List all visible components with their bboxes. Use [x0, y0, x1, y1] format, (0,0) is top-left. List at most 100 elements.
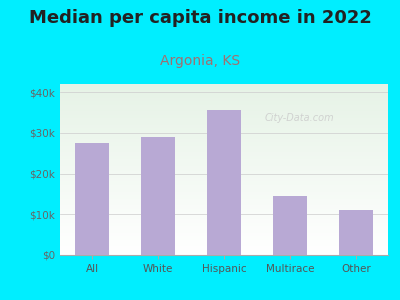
Bar — [60, 231, 388, 233]
Bar — [60, 120, 388, 122]
Bar — [60, 125, 388, 127]
Bar — [60, 166, 388, 168]
Bar — [207, 110, 241, 255]
Bar — [60, 187, 388, 188]
Bar — [60, 98, 388, 99]
Bar — [60, 146, 388, 147]
Bar — [60, 212, 388, 214]
Bar — [60, 224, 388, 226]
Bar — [60, 214, 388, 216]
Bar — [60, 245, 388, 246]
Bar — [60, 241, 388, 243]
Bar — [60, 84, 388, 86]
Bar — [60, 233, 388, 235]
Bar — [60, 195, 388, 197]
Bar — [60, 159, 388, 161]
Bar — [60, 221, 388, 223]
Bar — [60, 211, 388, 212]
Bar — [60, 142, 388, 144]
Bar — [60, 134, 388, 135]
Bar — [60, 253, 388, 255]
Bar — [60, 99, 388, 101]
Bar — [60, 122, 388, 123]
Bar — [60, 185, 388, 187]
Bar — [141, 137, 175, 255]
Bar — [60, 106, 388, 108]
Bar — [60, 163, 388, 164]
Bar — [60, 140, 388, 142]
Bar — [60, 94, 388, 96]
Bar — [60, 128, 388, 130]
Bar — [60, 252, 388, 253]
Bar — [60, 250, 388, 252]
Bar — [60, 188, 388, 190]
Bar — [60, 135, 388, 137]
Bar — [60, 101, 388, 103]
Bar — [60, 236, 388, 238]
Bar — [60, 194, 388, 195]
Bar — [60, 246, 388, 248]
Bar — [60, 183, 388, 185]
Bar — [60, 169, 388, 171]
Bar — [60, 176, 388, 178]
Bar — [60, 218, 388, 219]
Bar — [60, 147, 388, 149]
Bar — [60, 115, 388, 116]
Bar — [60, 152, 388, 154]
Bar — [60, 164, 388, 166]
Bar — [60, 192, 388, 194]
Bar — [60, 226, 388, 228]
Bar — [60, 216, 388, 218]
Bar — [60, 240, 388, 241]
Bar — [60, 96, 388, 98]
Bar — [60, 103, 388, 104]
Bar — [60, 158, 388, 159]
Bar — [60, 91, 388, 92]
Bar — [60, 108, 388, 110]
Bar — [60, 180, 388, 182]
Bar — [60, 178, 388, 180]
Bar — [60, 104, 388, 106]
Bar — [60, 116, 388, 118]
Bar — [60, 197, 388, 199]
Bar — [60, 111, 388, 113]
Bar — [60, 238, 388, 240]
Bar — [273, 196, 307, 255]
Bar — [60, 248, 388, 250]
Bar — [60, 200, 388, 202]
Bar — [60, 92, 388, 94]
Bar — [60, 235, 388, 236]
Bar — [60, 207, 388, 209]
Bar — [60, 86, 388, 87]
Bar — [60, 144, 388, 146]
Bar — [60, 209, 388, 211]
Bar — [60, 190, 388, 192]
Bar — [60, 243, 388, 245]
Bar — [60, 206, 388, 207]
Bar — [60, 161, 388, 163]
Bar — [60, 229, 388, 231]
Bar — [60, 149, 388, 151]
Bar — [60, 199, 388, 200]
Bar — [60, 123, 388, 125]
Bar — [60, 168, 388, 169]
Bar — [60, 219, 388, 221]
Bar — [60, 89, 388, 91]
Bar — [60, 110, 388, 111]
Text: Argonia, KS: Argonia, KS — [160, 54, 240, 68]
Bar — [60, 175, 388, 176]
Bar — [60, 132, 388, 134]
Bar — [60, 127, 388, 128]
Bar — [75, 143, 109, 255]
Bar — [60, 223, 388, 224]
Bar — [60, 182, 388, 183]
Text: City-Data.com: City-Data.com — [265, 113, 334, 123]
Text: Median per capita income in 2022: Median per capita income in 2022 — [28, 9, 372, 27]
Bar — [60, 202, 388, 204]
Bar — [60, 113, 388, 115]
Bar — [60, 171, 388, 173]
Bar — [60, 156, 388, 158]
Bar — [60, 137, 388, 139]
Bar — [60, 87, 388, 89]
Bar — [60, 228, 388, 229]
